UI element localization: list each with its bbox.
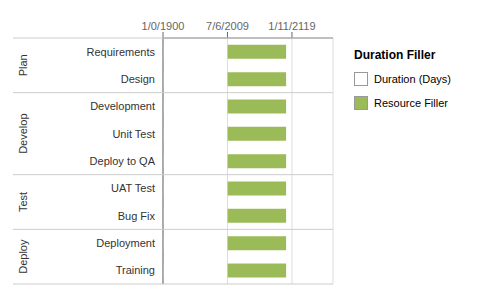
svg-text:7/6/2009: 7/6/2009 [206,20,249,32]
html-text:Resource Filler: Resource Filler [374,97,448,109]
svg-text:Training: Training [116,264,155,276]
svg-text:UAT Test: UAT Test [111,182,155,194]
svg-text:Requirements: Requirements [87,46,156,58]
html-text:Duration (Days): Duration (Days) [374,73,451,85]
svg-text:1/0/1900: 1/0/1900 [142,20,185,32]
svg-text:Development: Development [90,100,155,112]
svg-text:Deploy to QA: Deploy to QA [90,155,156,167]
svg-text:Bug Fix: Bug Fix [118,210,156,222]
html-text:Duration Filler: Duration Filler [354,48,436,62]
svg-text:Test: Test [17,192,29,212]
svg-text:1/11/2119: 1/11/2119 [268,20,315,32]
svg-text:Design: Design [121,73,155,85]
svg-text:Deploy: Deploy [17,239,29,274]
svg-text:Plan: Plan [17,54,29,76]
svg-text:Deployment: Deployment [96,237,155,249]
svg-text:Unit Test: Unit Test [112,128,155,140]
svg-text:Develop: Develop [17,113,29,153]
